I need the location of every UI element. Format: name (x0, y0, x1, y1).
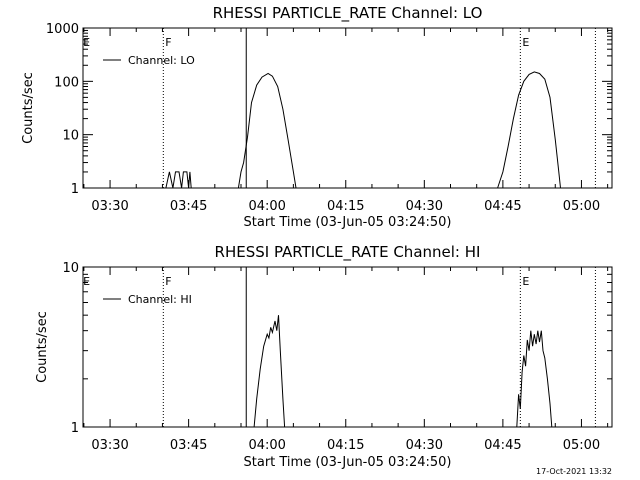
chart-title: RHESSI PARTICLE_RATE Channel: HI (215, 243, 481, 262)
x-tick-label: 05:00 (563, 438, 600, 453)
x-axis-label: Start Time (03-Jun-05 03:24:50) (244, 215, 452, 230)
x-tick-label: 04:30 (406, 199, 443, 214)
series-line (165, 72, 297, 189)
y-tick-label: 1 (71, 421, 79, 436)
panel-lo: RHESSI PARTICLE_RATE Channel: LO 03:30 03:… (21, 4, 613, 230)
y-tick-label: 10 (62, 129, 79, 144)
y-axis-label: Counts/sec (35, 311, 50, 383)
x-tick-label: 04:15 (327, 199, 364, 214)
y-tick-label: 100 (54, 75, 79, 90)
legend-label: Channel: HI (128, 293, 192, 306)
event-marker-label: F (165, 36, 171, 49)
y-axis-label: Counts/sec (21, 72, 36, 144)
x-tick-label: 03:45 (170, 438, 207, 453)
x-tick-label: 04:45 (484, 199, 521, 214)
x-tick-label: 04:00 (248, 199, 285, 214)
y-tick-label: 1000 (46, 22, 79, 37)
series-line (497, 71, 561, 189)
event-marker-label: E (522, 275, 529, 288)
series-line (516, 330, 553, 428)
series-line (253, 315, 286, 428)
event-marker-label: E (522, 36, 529, 49)
chart-title: RHESSI PARTICLE_RATE Channel: LO (213, 4, 483, 23)
legend-label: Channel: LO (128, 54, 195, 67)
x-tick-label: 04:45 (484, 438, 521, 453)
plot-frame (82, 27, 613, 189)
x-tick-label: 03:45 (170, 199, 207, 214)
y-tick-label: 1 (71, 182, 79, 197)
edge-marker-label: E (83, 36, 90, 49)
y-tick-label: 10 (62, 261, 79, 276)
edge-marker-label: E (83, 275, 90, 288)
x-tick-label: 04:15 (327, 438, 364, 453)
x-tick-label: 04:30 (406, 438, 443, 453)
x-axis-label: Start Time (03-Jun-05 03:24:50) (244, 455, 452, 470)
x-tick-label: 03:30 (91, 438, 128, 453)
plot-frame (82, 266, 613, 428)
panel-hi: RHESSI PARTICLE_RATE Channel: HI 03:30 03:… (35, 243, 613, 470)
x-tick-label: 03:30 (91, 199, 128, 214)
x-tick-label: 04:00 (248, 438, 285, 453)
x-tick-label: 05:00 (563, 199, 600, 214)
footer-timestamp: 17-Oct-2021 13:32 (536, 467, 612, 476)
event-marker-label: F (165, 275, 171, 288)
